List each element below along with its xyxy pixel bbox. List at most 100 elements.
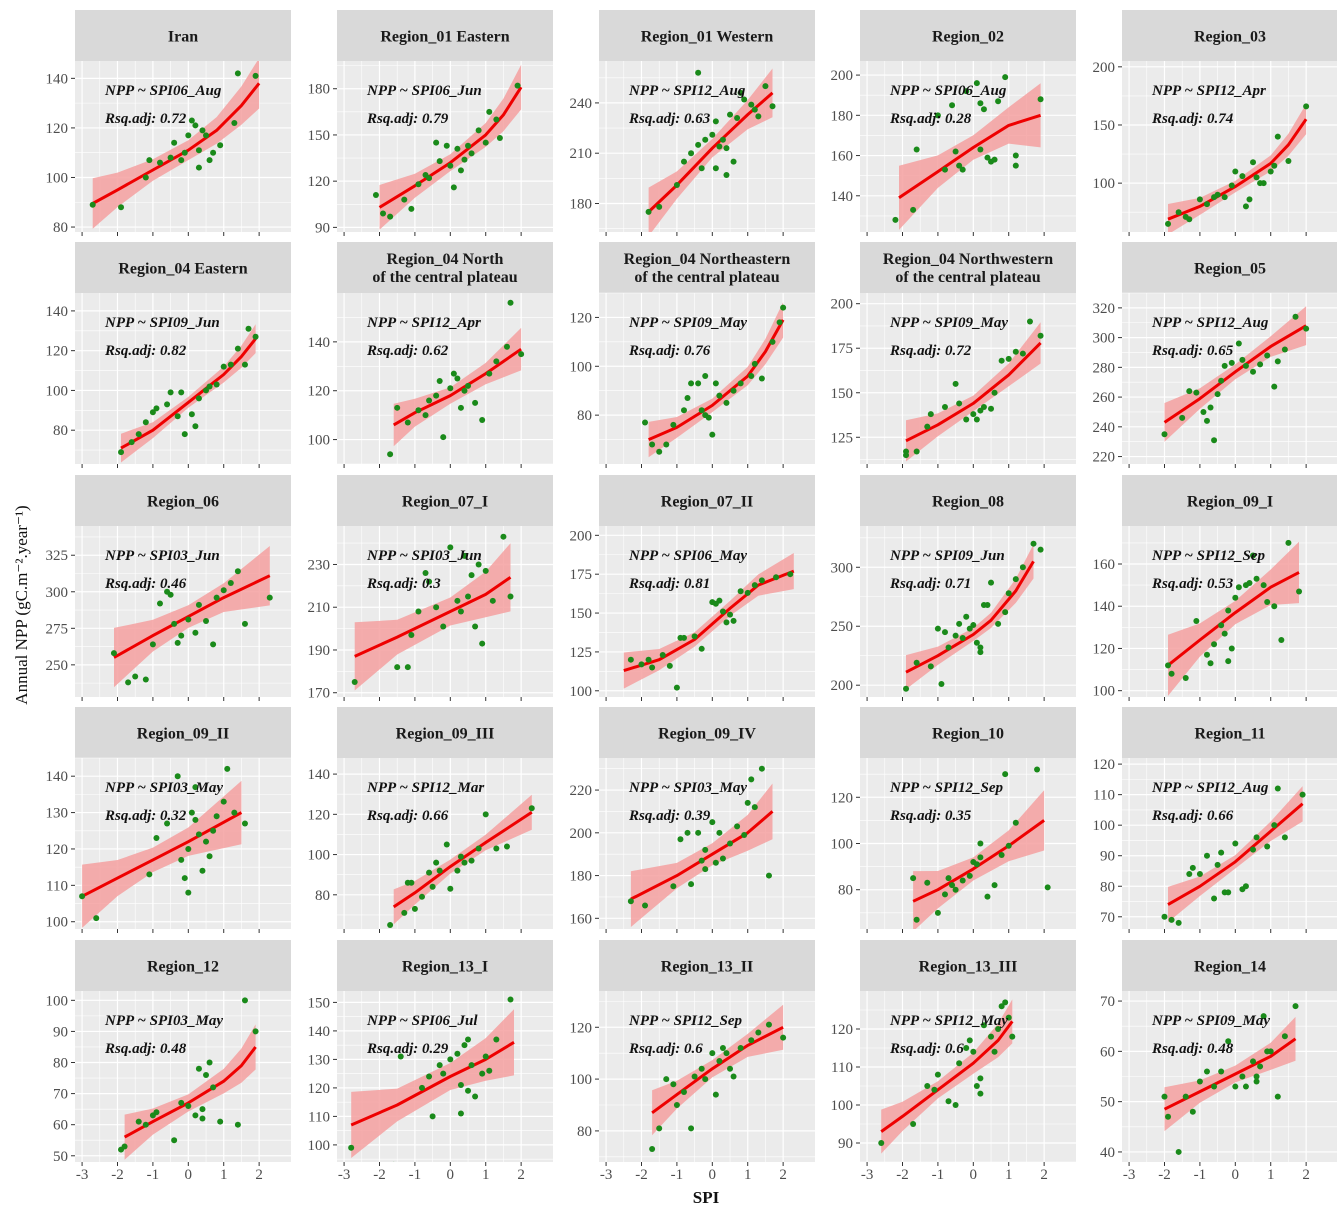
facet-panel: Region_07_II 100 125 150 175 200 NPP ~ SPI06_M… bbox=[570, 475, 815, 701]
y-tick-label: 200 bbox=[570, 826, 593, 842]
data-point bbox=[1002, 999, 1009, 1006]
rsq-label: Rsq.adj: 0.28 bbox=[889, 111, 972, 127]
data-point bbox=[741, 96, 748, 103]
data-point bbox=[241, 820, 248, 827]
data-point bbox=[454, 597, 461, 604]
data-point bbox=[698, 1065, 705, 1072]
data-point bbox=[1274, 133, 1281, 140]
data-point bbox=[195, 164, 202, 171]
y-tick-label: 140 bbox=[308, 1024, 331, 1040]
data-point bbox=[1012, 162, 1019, 169]
data-point bbox=[645, 656, 652, 663]
data-point bbox=[1030, 540, 1037, 547]
y-tick-label: 300 bbox=[1093, 331, 1116, 347]
confidence-band bbox=[648, 302, 784, 458]
data-point bbox=[1186, 871, 1193, 878]
data-point bbox=[178, 1099, 185, 1106]
rsq-label: Rsq.adj: 0.82 bbox=[104, 343, 187, 359]
data-point bbox=[1271, 162, 1278, 169]
data-point bbox=[737, 1045, 744, 1051]
y-tick-label: 170 bbox=[308, 686, 331, 702]
data-point bbox=[429, 883, 436, 890]
x-tick-label: 2 bbox=[779, 1167, 787, 1183]
rsq-label: Rsq.adj: 0.76 bbox=[628, 343, 711, 359]
facet-panel: Region_14 -3 -2 -1 0 1 2 40 50 60 70 NPP ~ SPI09_Ma… bbox=[1100, 940, 1337, 1183]
facet-strip bbox=[337, 10, 553, 61]
facet-strip bbox=[337, 707, 553, 758]
data-point bbox=[1232, 840, 1239, 847]
data-point bbox=[737, 588, 744, 595]
x-tick-label: 0 bbox=[1232, 1167, 1240, 1183]
confidence-band bbox=[351, 1009, 514, 1158]
regression-formula: NPP ~ SPI03_May bbox=[104, 780, 223, 796]
data-point bbox=[1225, 607, 1232, 614]
facet-strip bbox=[860, 475, 1076, 526]
data-point bbox=[705, 414, 712, 421]
facet-strip bbox=[75, 940, 291, 991]
data-point bbox=[991, 156, 998, 163]
regression-formula: NPP ~ SPI12_Apr bbox=[366, 315, 481, 331]
confidence-band bbox=[652, 1004, 784, 1136]
data-point bbox=[1239, 1073, 1246, 1080]
facet-title: Region_04 North bbox=[387, 251, 504, 268]
data-point bbox=[970, 622, 977, 629]
fit-line bbox=[630, 810, 774, 901]
data-point bbox=[712, 600, 719, 607]
data-point bbox=[1296, 588, 1303, 595]
data-point bbox=[903, 448, 910, 455]
facet-title: Region_10 bbox=[932, 726, 1004, 743]
data-point bbox=[1278, 637, 1285, 643]
data-point bbox=[146, 871, 153, 878]
fit-line bbox=[880, 1020, 1014, 1133]
data-point bbox=[719, 608, 726, 615]
data-point bbox=[418, 1084, 425, 1091]
data-point bbox=[475, 845, 482, 852]
data-point bbox=[719, 855, 726, 862]
data-point bbox=[1260, 582, 1267, 589]
data-point bbox=[178, 632, 185, 639]
data-point bbox=[727, 611, 734, 618]
data-point bbox=[231, 119, 238, 126]
data-point bbox=[627, 656, 634, 663]
data-point bbox=[1002, 771, 1009, 778]
data-point bbox=[688, 150, 695, 157]
data-point bbox=[988, 579, 995, 586]
data-point bbox=[769, 338, 776, 345]
y-tick-label: 200 bbox=[831, 297, 854, 313]
y-tick-label: 90 bbox=[1100, 849, 1115, 865]
data-point bbox=[468, 857, 475, 864]
x-tick-label: 0 bbox=[970, 1167, 978, 1183]
x-tick-label: -2 bbox=[1158, 1167, 1171, 1183]
y-tick-label: 130 bbox=[46, 806, 69, 822]
data-point bbox=[734, 823, 741, 830]
regression-formula: NPP ~ SPI09_May bbox=[628, 315, 747, 331]
y-tick-label: 180 bbox=[831, 108, 854, 124]
data-point bbox=[351, 679, 358, 686]
y-tick-label: 100 bbox=[1093, 176, 1116, 192]
y-tick-label: 100 bbox=[1093, 684, 1116, 700]
y-tick-label: 80 bbox=[53, 220, 68, 236]
data-point bbox=[394, 404, 401, 411]
data-point bbox=[995, 620, 1002, 627]
data-point bbox=[680, 158, 687, 165]
data-point bbox=[213, 594, 220, 601]
y-tick-label: 140 bbox=[1093, 599, 1116, 615]
facet-panel: Region_01 Western 180 210 240 NPP ~ SPI12_Au… bbox=[570, 10, 815, 236]
regression-formula: NPP ~ SPI12_Aug bbox=[1151, 315, 1269, 331]
data-point bbox=[203, 132, 210, 139]
data-point bbox=[472, 399, 479, 406]
data-point bbox=[404, 664, 411, 671]
data-point bbox=[1161, 913, 1168, 920]
data-point bbox=[457, 1082, 464, 1089]
y-tick-label: 120 bbox=[308, 384, 331, 400]
data-point bbox=[1235, 584, 1242, 591]
data-point bbox=[156, 159, 163, 166]
data-point bbox=[227, 361, 234, 368]
data-point bbox=[913, 916, 920, 923]
data-point bbox=[645, 208, 652, 215]
facet-panel: Region_09_II 100 110 120 130 140 NPP ~ SPI03_M… bbox=[46, 707, 291, 933]
data-point bbox=[952, 148, 959, 155]
y-tick-label: 140 bbox=[831, 189, 854, 205]
data-point bbox=[712, 165, 719, 172]
